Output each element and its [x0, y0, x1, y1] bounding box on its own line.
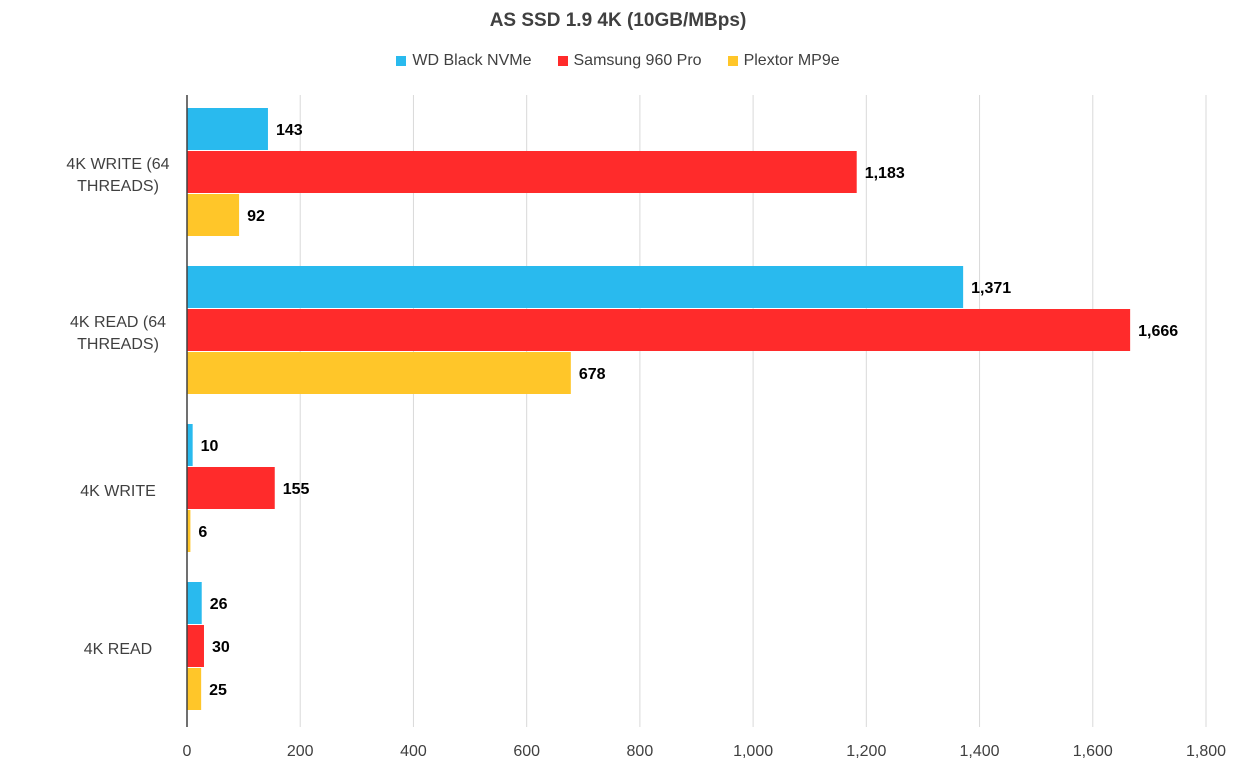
data-label-3-0: 26	[210, 596, 228, 613]
bar-1-2	[187, 352, 571, 394]
x-tick-label-4: 800	[627, 743, 654, 760]
category-label-0-0: 4K WRITE (64	[66, 156, 169, 173]
x-tick-label-6: 1,200	[846, 743, 886, 760]
legend-item-0: WD Black NVMe	[396, 52, 532, 70]
bar-2-2	[187, 510, 191, 552]
x-tick-label-5: 1,000	[733, 743, 773, 760]
bar-1-1	[187, 309, 1131, 351]
data-label-0-0: 143	[276, 122, 303, 139]
category-label-1-1: THREADS)	[77, 336, 159, 353]
legend-swatch-0	[396, 56, 407, 66]
legend-swatch-1	[557, 56, 568, 66]
data-label-1-1: 1,666	[1138, 323, 1178, 340]
bar-3-2	[187, 668, 202, 710]
data-label-1-0: 1,371	[971, 280, 1011, 297]
x-tick-label-9: 1,800	[1186, 743, 1226, 760]
legend-label-2: Plextor MP9e	[743, 52, 840, 69]
legend-label-0: WD Black NVMe	[412, 52, 532, 69]
bar-3-1	[187, 625, 204, 667]
x-tick-label-2: 400	[400, 743, 427, 760]
bar-0-2	[187, 194, 240, 236]
data-label-3-2: 25	[209, 682, 227, 699]
bar-0-1	[187, 151, 857, 193]
category-label-3-0: 4K READ	[84, 641, 152, 658]
x-tick-label-0: 0	[183, 743, 192, 760]
bar-0-0	[187, 108, 268, 150]
data-label-2-0: 10	[201, 438, 219, 455]
legend-item-1: Samsung 960 Pro	[557, 52, 702, 70]
category-label-2-0: 4K WRITE	[80, 483, 156, 500]
data-label-3-1: 30	[212, 639, 230, 656]
category-label-0-1: THREADS)	[77, 178, 159, 195]
data-label-1-2: 678	[579, 366, 606, 383]
x-tick-label-3: 600	[513, 743, 540, 760]
data-label-2-2: 6	[198, 524, 207, 541]
bar-2-0	[187, 424, 193, 466]
x-tick-label-8: 1,600	[1073, 743, 1113, 760]
chart-legend: WD Black NVMe Samsung 960 Pro Plextor MP9e	[0, 52, 1236, 70]
x-tick-label-1: 200	[287, 743, 314, 760]
legend-swatch-2	[727, 56, 738, 66]
data-label-0-2: 92	[247, 208, 265, 225]
data-label-0-1: 1,183	[865, 165, 905, 182]
legend-label-1: Samsung 960 Pro	[573, 52, 702, 69]
bar-1-0	[187, 266, 964, 308]
chart-title: AS SSD 1.9 4K (10GB/MBps)	[489, 10, 747, 31]
data-label-2-1: 155	[283, 481, 310, 498]
bar-2-1	[187, 467, 275, 509]
category-label-1-0: 4K READ (64	[70, 314, 166, 331]
x-tick-label-7: 1,400	[960, 743, 1000, 760]
bar-3-0	[187, 582, 202, 624]
legend-item-2: Plextor MP9e	[727, 52, 840, 70]
